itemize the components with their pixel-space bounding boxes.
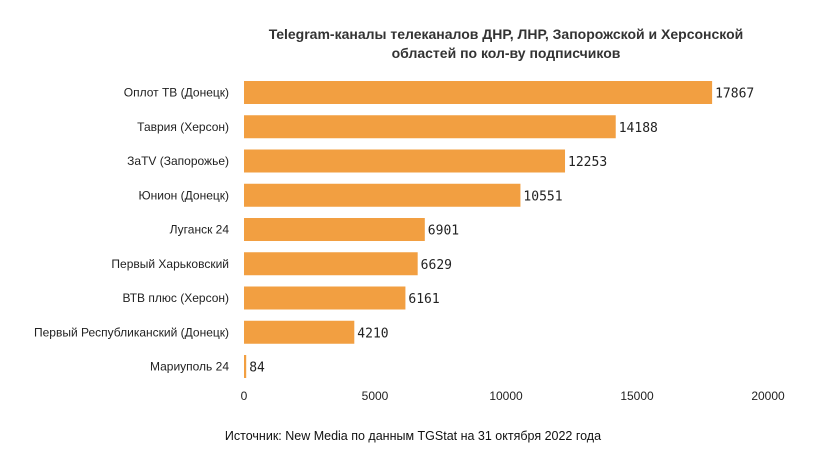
value-label: 10551 [523, 189, 562, 204]
bar [244, 218, 425, 241]
category-labels: Оплот ТВ (Донецк) Таврия (Херсон) ЗаTV (За… [34, 86, 229, 374]
value-label: 84 [249, 361, 265, 376]
source-note: Источник: New Media по данным TGStat на … [224, 429, 602, 443]
value-label: 14188 [619, 121, 658, 136]
value-label: 12253 [568, 155, 607, 170]
bar [244, 115, 616, 139]
x-tick-label: 5000 [362, 389, 389, 403]
bar [244, 320, 355, 344]
value-label: 6161 [408, 292, 439, 307]
x-axis-ticks: 0 5000 10000 15000 20000 [241, 389, 785, 403]
category-label: Юнион (Донецк) [139, 188, 229, 202]
value-label: 4210 [357, 326, 388, 341]
chart-title-line-2: областей по кол-ву подписчиков [392, 45, 621, 61]
value-label: 6629 [421, 258, 452, 273]
category-label: ВТВ плюс (Херсон) [123, 291, 229, 305]
value-labels: 17867 14188 12253 10551 6901 6629 6161 4210 84 [249, 87, 754, 376]
x-tick-label: 20000 [751, 389, 785, 403]
category-label: Первый Харьковский [111, 257, 229, 271]
category-label: Таврия (Херсон) [137, 120, 229, 134]
bar [244, 286, 406, 310]
category-label: Мариуполь 24 [150, 360, 229, 374]
bar [244, 252, 418, 276]
category-label: ЗаTV (Запорожье) [127, 154, 229, 168]
category-label: Первый Республиканский (Донецк) [34, 325, 229, 339]
bar [244, 355, 247, 378]
category-label: Оплот ТВ (Донецк) [124, 86, 229, 100]
bar [244, 149, 566, 173]
bar [244, 81, 713, 104]
x-tick-label: 10000 [489, 389, 523, 403]
bar [244, 183, 521, 207]
x-tick-label: 15000 [620, 389, 654, 403]
x-tick-label: 0 [241, 389, 248, 403]
category-label: Луганск 24 [170, 223, 230, 237]
bars [244, 81, 713, 378]
chart-title-line-1: Telegram-каналы телеканалов ДНР, ЛНР, За… [269, 26, 744, 42]
value-label: 17867 [715, 87, 754, 102]
value-label: 6901 [428, 224, 459, 239]
